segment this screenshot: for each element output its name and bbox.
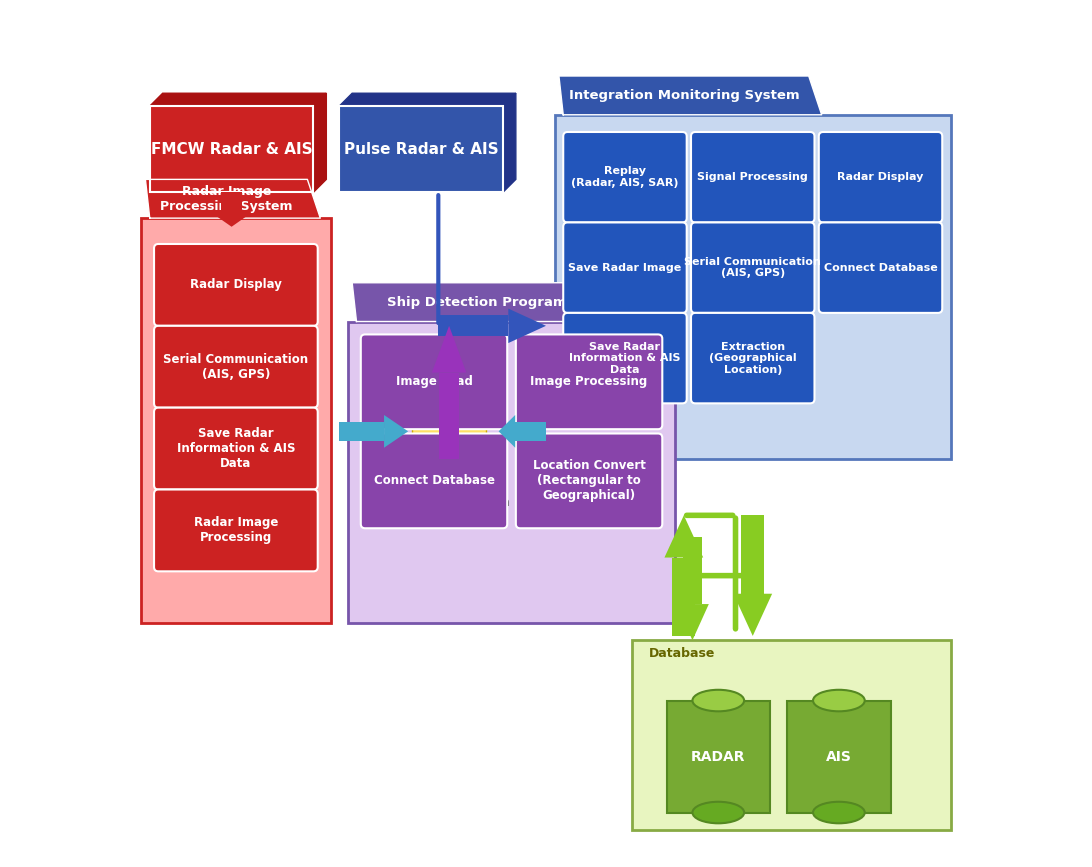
Text: Image Processing: Image Processing bbox=[531, 375, 648, 388]
Polygon shape bbox=[515, 421, 546, 441]
FancyBboxPatch shape bbox=[632, 640, 951, 830]
FancyBboxPatch shape bbox=[419, 393, 486, 449]
Ellipse shape bbox=[692, 802, 744, 824]
Polygon shape bbox=[150, 94, 327, 106]
Text: Ship Detection Program: Ship Detection Program bbox=[388, 296, 567, 309]
FancyBboxPatch shape bbox=[154, 244, 318, 326]
Polygon shape bbox=[222, 192, 242, 215]
FancyBboxPatch shape bbox=[360, 434, 508, 528]
FancyBboxPatch shape bbox=[141, 218, 331, 623]
Polygon shape bbox=[214, 215, 249, 227]
FancyBboxPatch shape bbox=[563, 132, 687, 223]
Ellipse shape bbox=[814, 802, 865, 824]
Text: RADAR: RADAR bbox=[691, 750, 746, 764]
Text: Connect Database: Connect Database bbox=[823, 263, 937, 273]
FancyBboxPatch shape bbox=[413, 390, 442, 403]
Polygon shape bbox=[673, 557, 696, 636]
FancyBboxPatch shape bbox=[691, 313, 815, 403]
FancyBboxPatch shape bbox=[154, 326, 318, 407]
Text: Connect Database: Connect Database bbox=[373, 474, 495, 487]
Text: Radar Image
Processing: Radar Image Processing bbox=[193, 517, 278, 544]
Polygon shape bbox=[734, 594, 772, 636]
FancyBboxPatch shape bbox=[413, 403, 486, 460]
Text: Location Convert
(Rectangular to
Geographical): Location Convert (Rectangular to Geograp… bbox=[533, 460, 645, 502]
Text: Radar Display: Radar Display bbox=[838, 173, 924, 182]
Polygon shape bbox=[508, 309, 546, 343]
Text: Pulse Radar & AIS: Pulse Radar & AIS bbox=[344, 141, 498, 157]
Polygon shape bbox=[145, 179, 320, 218]
Polygon shape bbox=[664, 515, 703, 557]
Polygon shape bbox=[741, 515, 764, 594]
FancyBboxPatch shape bbox=[691, 132, 815, 223]
FancyBboxPatch shape bbox=[515, 434, 662, 528]
Text: Serial Communication
(AIS, GPS): Serial Communication (AIS, GPS) bbox=[164, 353, 308, 381]
FancyBboxPatch shape bbox=[150, 106, 313, 192]
Text: AIS: AIS bbox=[826, 750, 852, 764]
FancyBboxPatch shape bbox=[691, 223, 815, 313]
Text: FMCW Radar & AIS: FMCW Radar & AIS bbox=[151, 141, 312, 157]
Polygon shape bbox=[503, 94, 515, 192]
FancyBboxPatch shape bbox=[666, 701, 770, 812]
FancyBboxPatch shape bbox=[154, 490, 318, 571]
Polygon shape bbox=[439, 373, 460, 460]
Polygon shape bbox=[353, 283, 615, 322]
Ellipse shape bbox=[814, 690, 865, 711]
FancyBboxPatch shape bbox=[154, 407, 318, 490]
Text: Radar Image
Processing System: Radar Image Processing System bbox=[161, 185, 293, 212]
Text: Integration Monitoring System: Integration Monitoring System bbox=[569, 89, 799, 102]
Text: Radar Display: Radar Display bbox=[190, 278, 282, 291]
Text: Extraction
(Geographical
Location): Extraction (Geographical Location) bbox=[709, 342, 796, 375]
Polygon shape bbox=[438, 316, 508, 336]
Text: Save Radar
Information & AIS
Data: Save Radar Information & AIS Data bbox=[569, 342, 680, 375]
FancyBboxPatch shape bbox=[340, 106, 503, 192]
FancyBboxPatch shape bbox=[787, 701, 891, 812]
FancyBboxPatch shape bbox=[426, 399, 486, 455]
FancyBboxPatch shape bbox=[563, 223, 687, 313]
Text: Save Radar
Information & AIS
Data: Save Radar Information & AIS Data bbox=[177, 427, 295, 470]
Polygon shape bbox=[499, 415, 515, 447]
Text: Database: Database bbox=[650, 647, 715, 660]
FancyBboxPatch shape bbox=[819, 223, 942, 313]
FancyBboxPatch shape bbox=[360, 335, 508, 429]
Text: Radar Image &
Radar Information: Radar Image & Radar Information bbox=[389, 481, 510, 509]
Polygon shape bbox=[340, 94, 515, 106]
FancyBboxPatch shape bbox=[563, 313, 687, 403]
Ellipse shape bbox=[692, 690, 744, 711]
FancyBboxPatch shape bbox=[819, 132, 942, 223]
Polygon shape bbox=[340, 421, 384, 441]
Polygon shape bbox=[682, 537, 702, 604]
FancyBboxPatch shape bbox=[348, 322, 675, 623]
Text: Replay
(Radar, AIS, SAR): Replay (Radar, AIS, SAR) bbox=[571, 166, 679, 188]
Text: Save Radar Image: Save Radar Image bbox=[568, 263, 681, 273]
Polygon shape bbox=[559, 76, 821, 114]
FancyBboxPatch shape bbox=[555, 114, 951, 460]
Text: Serial Communication
(AIS, GPS): Serial Communication (AIS, GPS) bbox=[685, 257, 821, 278]
Polygon shape bbox=[431, 326, 466, 373]
Text: Signal Processing: Signal Processing bbox=[698, 173, 808, 182]
FancyBboxPatch shape bbox=[515, 335, 662, 429]
Polygon shape bbox=[384, 415, 408, 447]
Polygon shape bbox=[313, 94, 327, 192]
Text: Image Load: Image Load bbox=[395, 375, 473, 388]
Polygon shape bbox=[676, 604, 709, 640]
